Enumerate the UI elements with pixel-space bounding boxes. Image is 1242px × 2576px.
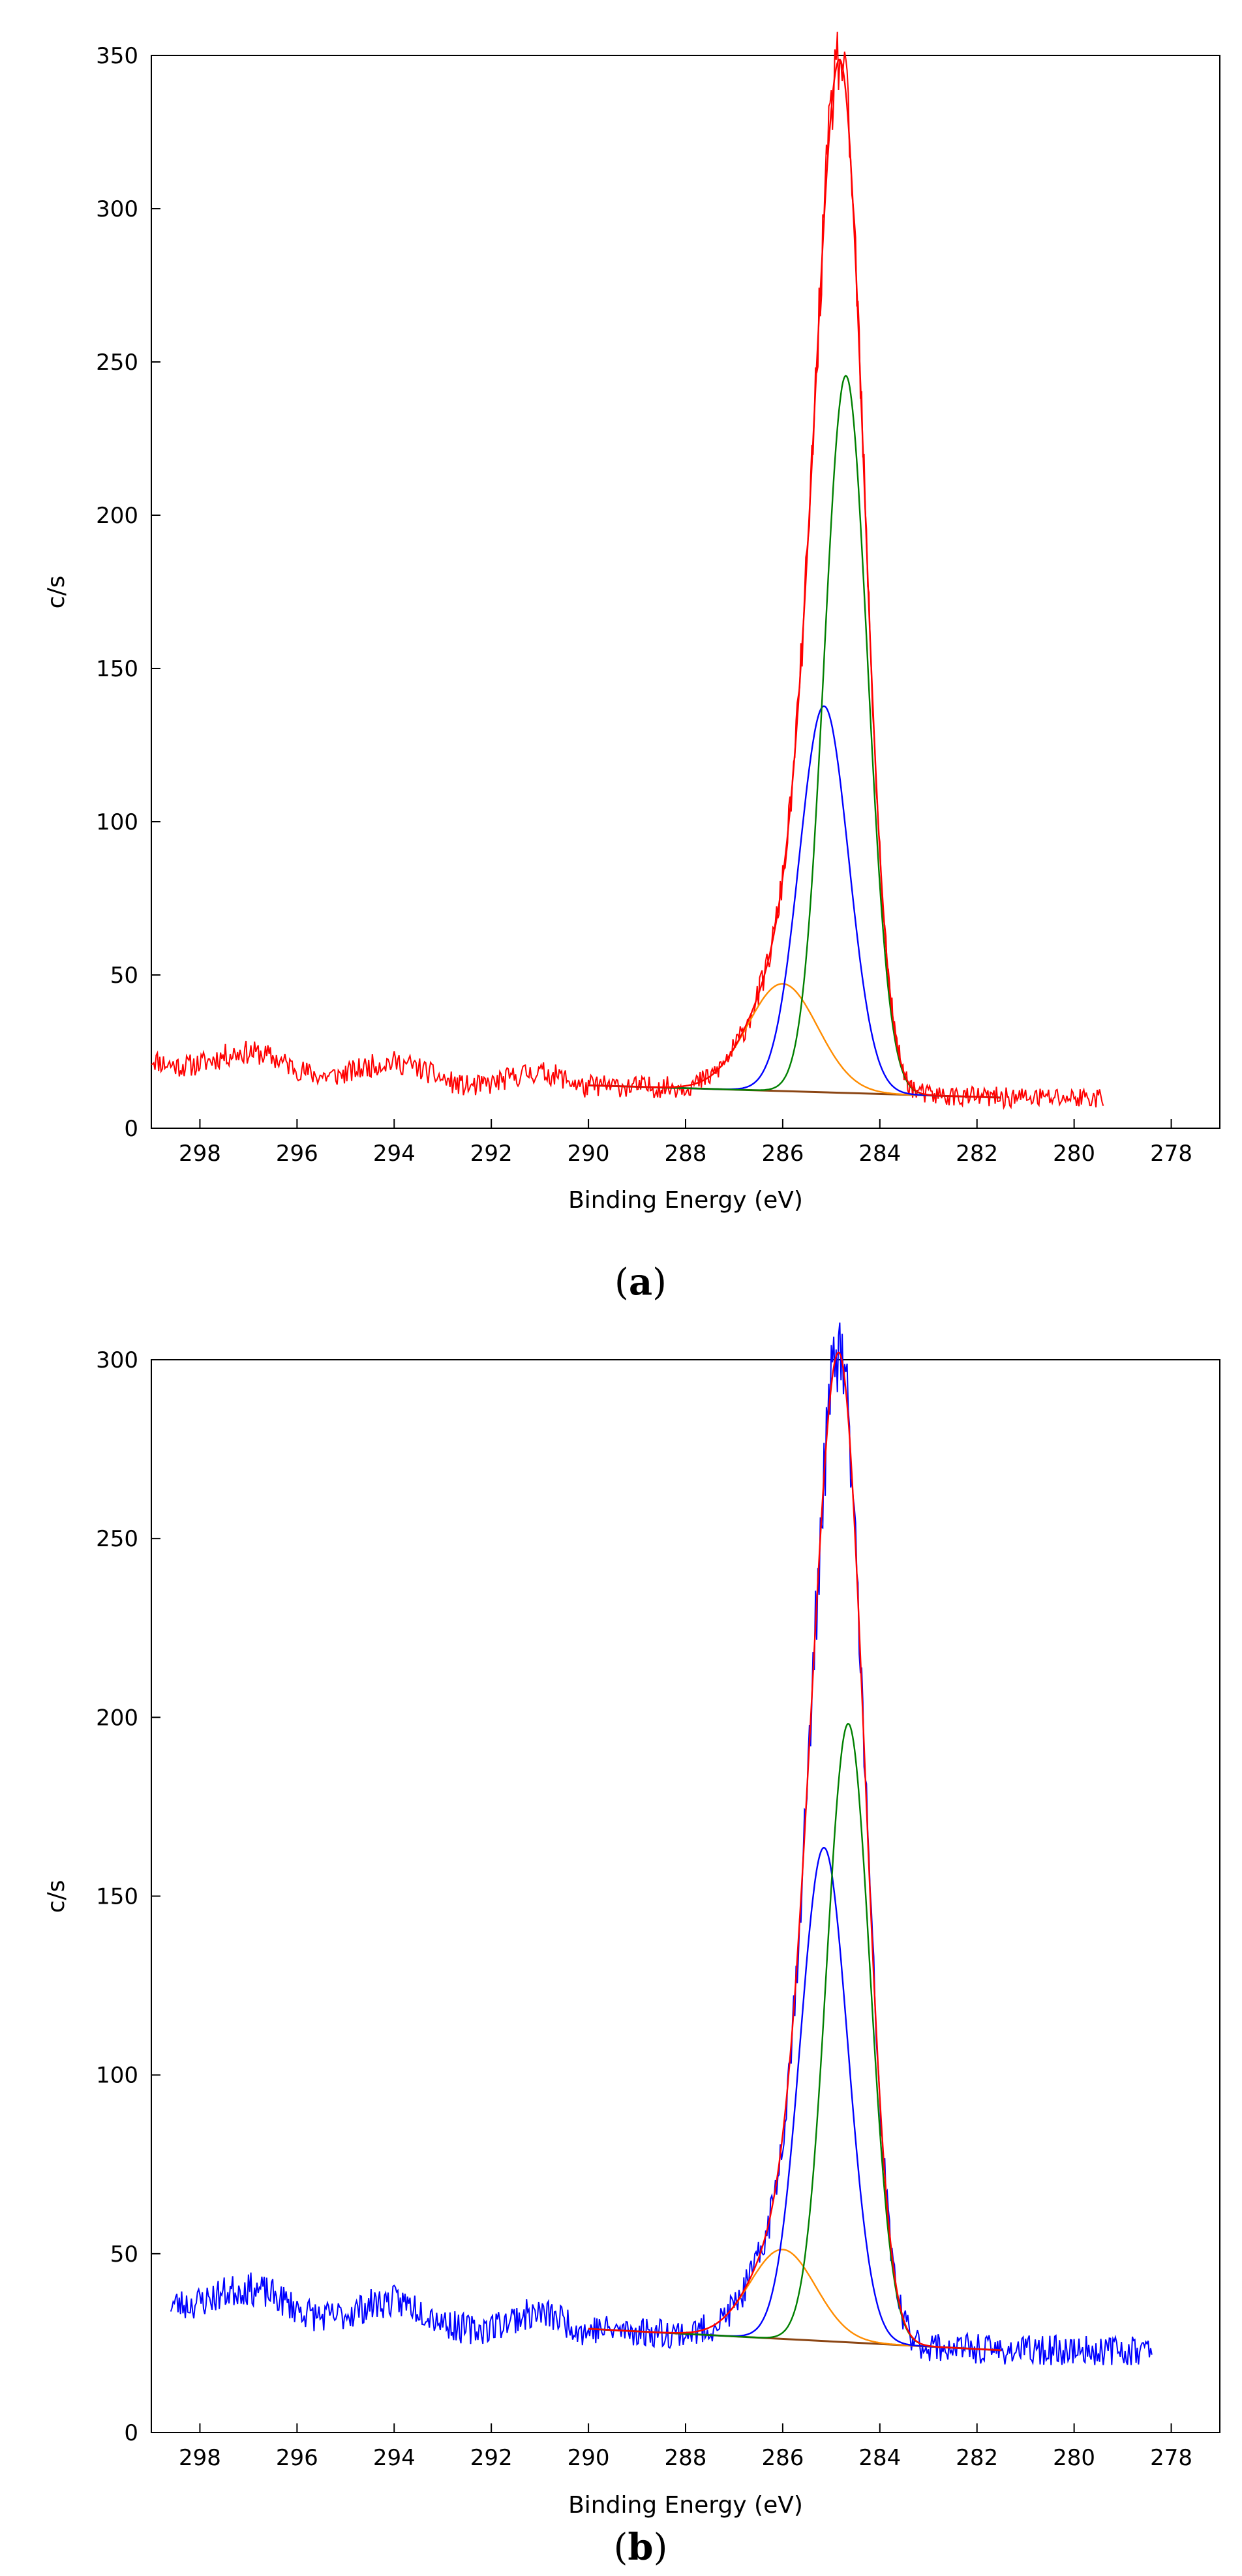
x-tick-label: 280 — [1053, 2445, 1095, 2471]
y-tick-label: 0 — [124, 1116, 138, 1142]
x-tick-label: 284 — [858, 1141, 901, 1167]
y-tick-label: 200 — [96, 503, 138, 529]
x-axis-label: Binding Energy (eV) — [568, 2492, 803, 2519]
x-tick-label: 296 — [276, 1141, 318, 1167]
x-tick-label: 290 — [568, 2445, 610, 2471]
raw-spectrum-line — [151, 31, 1104, 1110]
x-tick-label: 282 — [956, 1141, 998, 1167]
x-axis: 298 296 294 292 290 288 286 284 282 280 278 — [179, 1119, 1192, 1167]
y-tick-label: 150 — [96, 1884, 138, 1910]
fit-envelope-line — [588, 59, 1001, 1099]
x-tick-label: 280 — [1053, 1141, 1095, 1167]
y-axis-label: c/s — [43, 1880, 70, 1913]
panel-a: 0 50 100 150 200 250 300 350 298 296 294 292 290 288… — [43, 31, 1220, 1304]
y-tick-label: 100 — [96, 809, 138, 835]
raw-spectrum-line — [170, 1322, 1153, 2366]
y-axis: 0 50 100 150 200 250 300 — [96, 1347, 160, 2446]
x-tick-label: 286 — [761, 2445, 804, 2471]
fit-envelope-line — [588, 1351, 1002, 2352]
svg-text:(b): (b) — [614, 2526, 668, 2569]
x-tick-label: 278 — [1150, 1141, 1192, 1167]
x-tick-label: 294 — [373, 1141, 416, 1167]
x-tick-label: 278 — [1150, 2445, 1192, 2471]
x-tick-label: 288 — [665, 2445, 707, 2471]
panel-caption-a: (a) — [614, 1261, 667, 1304]
plot-frame — [151, 1359, 1220, 2433]
y-tick-label: 250 — [96, 350, 138, 376]
y-tick-label: 300 — [96, 1347, 138, 1373]
x-tick-label: 290 — [568, 1141, 610, 1167]
series-group — [170, 1322, 1153, 2366]
x-axis: 298 296 294 292 290 288 286 284 282 280 278 — [179, 2423, 1192, 2471]
panel-label: a — [629, 1261, 652, 1304]
plot-frame — [151, 55, 1220, 1129]
y-tick-label: 100 — [96, 2063, 138, 2089]
y-axis-label: c/s — [43, 576, 70, 609]
panel-label: b — [628, 2526, 653, 2569]
y-tick-label: 250 — [96, 1526, 138, 1552]
x-tick-label: 292 — [470, 2445, 513, 2471]
series-group — [151, 31, 1104, 1110]
fit-component-line — [588, 705, 1001, 1099]
x-tick-label: 294 — [373, 2445, 416, 2471]
x-tick-label: 286 — [761, 1141, 804, 1167]
y-axis: 0 50 100 150 200 250 300 350 — [96, 43, 160, 1142]
svg-text:(a): (a) — [614, 1261, 667, 1304]
y-tick-label: 50 — [110, 2241, 138, 2268]
y-tick-label: 300 — [96, 196, 138, 222]
x-tick-label: 282 — [956, 2445, 998, 2471]
y-tick-label: 50 — [110, 963, 138, 989]
panel-caption-b: (b) — [614, 2526, 668, 2569]
fit-component-line — [588, 983, 1001, 1099]
x-tick-label: 298 — [179, 2445, 221, 2471]
x-tick-label: 288 — [665, 1141, 707, 1167]
panel-b: 0 50 100 150 200 250 300 298 296 294 292 290 288 286… — [43, 1322, 1220, 2569]
x-tick-label: 298 — [179, 1141, 221, 1167]
y-tick-label: 350 — [96, 43, 138, 69]
y-tick-label: 0 — [124, 2420, 138, 2446]
y-tick-label: 150 — [96, 656, 138, 682]
y-tick-label: 200 — [96, 1705, 138, 1731]
fit-component-line — [588, 1846, 1002, 2352]
x-tick-label: 284 — [858, 2445, 901, 2471]
x-axis-label: Binding Energy (eV) — [568, 1187, 803, 1214]
x-tick-label: 296 — [276, 2445, 318, 2471]
x-tick-label: 292 — [470, 1141, 513, 1167]
